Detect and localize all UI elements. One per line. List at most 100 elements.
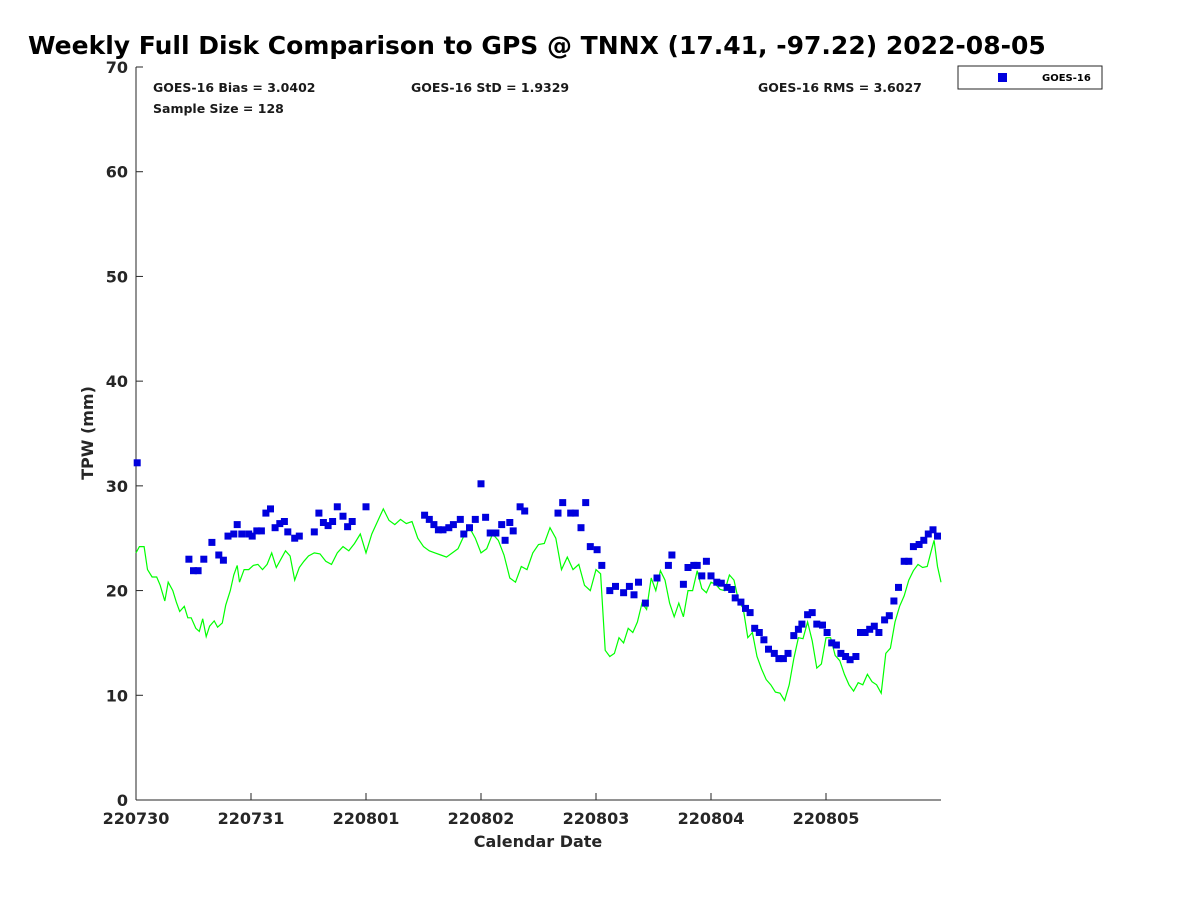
goes16-point [737,598,745,606]
goes16-point [471,515,479,523]
goes16-point [319,519,327,526]
x-tick-label: 220801 [333,809,400,828]
goes16-point [333,503,341,511]
x-tick-label: 220731 [218,809,285,828]
legend-label-goes16: GOES-16 [1042,73,1091,84]
goes16-point [653,574,661,582]
goes16-point [348,518,356,525]
goes16-point [755,629,763,636]
goes16-point [920,536,928,544]
goes16-point [509,527,517,535]
goes16-point [684,564,692,571]
goes16-point [516,503,524,511]
goes16-point [915,541,923,548]
goes16-point [577,524,585,532]
x-tick-label: 220805 [793,809,860,828]
gps-line [135,507,942,702]
goes16-point [253,527,261,535]
goes16-point [295,532,303,540]
y-tick-label: 50 [106,267,128,286]
goes16-point [717,579,725,587]
goes16-point [271,524,279,532]
goes16-point [571,509,579,517]
goes16-point [905,557,913,565]
goes16-point [641,599,649,607]
goes16-point [466,524,473,532]
goes16-point [823,629,831,636]
goes16-point [934,532,941,540]
goes16-point [208,538,216,546]
goes16-point [324,522,332,530]
goes16-point [291,534,299,542]
y-tick-label: 10 [106,686,128,705]
goes16-point [620,589,628,597]
goes16-point [924,530,932,538]
goes16-point [866,625,874,633]
goes16-point [486,529,494,537]
goes16-point [586,543,594,551]
goes16-point [434,526,442,534]
goes16-point [707,572,715,580]
goes16-point [482,513,490,521]
goes16-point [276,520,284,528]
goes16-point [837,649,845,657]
goes16-point [612,582,619,590]
goes16-point [185,555,193,563]
goes16-point [344,523,352,531]
goes16-point [819,621,826,629]
goes16-point [133,459,141,467]
goes16-point [875,629,883,636]
legend: GOES-16 [957,65,1103,90]
goes16-point [775,655,783,663]
goes16-point [728,586,736,593]
goes16-point [190,567,197,575]
goes16-point [698,572,706,580]
chart-title: Weekly Full Disk Comparison to GPS @ TNN… [28,31,1046,60]
goes16-point [460,530,468,538]
goes16-point [895,583,902,591]
x-tick-label: 220730 [103,809,170,828]
goes16-point [693,561,701,569]
goes16-point [362,503,370,511]
goes16-point [770,649,778,657]
goes16-point [751,624,759,632]
goes16-point [909,543,917,551]
goes16-point [746,609,754,617]
goes16-point [582,499,590,507]
goes16-point [501,536,509,544]
goes16-point [857,629,864,636]
goes16-point [765,645,772,653]
goes16-point [449,521,457,529]
x-axis-label: Calendar Date [474,832,603,851]
goes16-series-points [133,459,941,664]
goes16-point [430,521,438,529]
goes16-point [852,653,860,660]
goes16-point [890,597,898,605]
stat-rms: GOES-16 RMS = 3.6027 [758,80,922,95]
goes16-point [832,641,840,649]
y-tick-label: 0 [117,791,128,810]
y-tick-label: 60 [106,163,128,182]
goes16-point [477,480,485,488]
goes16-point [215,551,223,559]
goes16-point [779,655,787,663]
y-tick-label: 70 [106,58,128,77]
goes16-point [421,511,429,519]
goes16-point [794,625,802,633]
goes16-point [929,526,937,534]
y-tick-label: 40 [106,372,128,391]
goes16-point [900,557,908,565]
goes16-point [713,578,721,586]
goes16-point [881,616,889,624]
goes16-point [742,604,749,612]
goes16-point [630,591,638,599]
x-ticks: 220730 220731 220801 220802 220803 220804 2208… [103,793,860,828]
goes16-point [315,509,323,517]
goes16-point [870,622,878,630]
goes16-point [224,532,232,540]
legend-marker-goes16 [998,73,1007,82]
stat-sample-size: Sample Size = 128 [153,101,284,116]
goes16-point [861,629,869,636]
gps-series-line [135,507,942,702]
